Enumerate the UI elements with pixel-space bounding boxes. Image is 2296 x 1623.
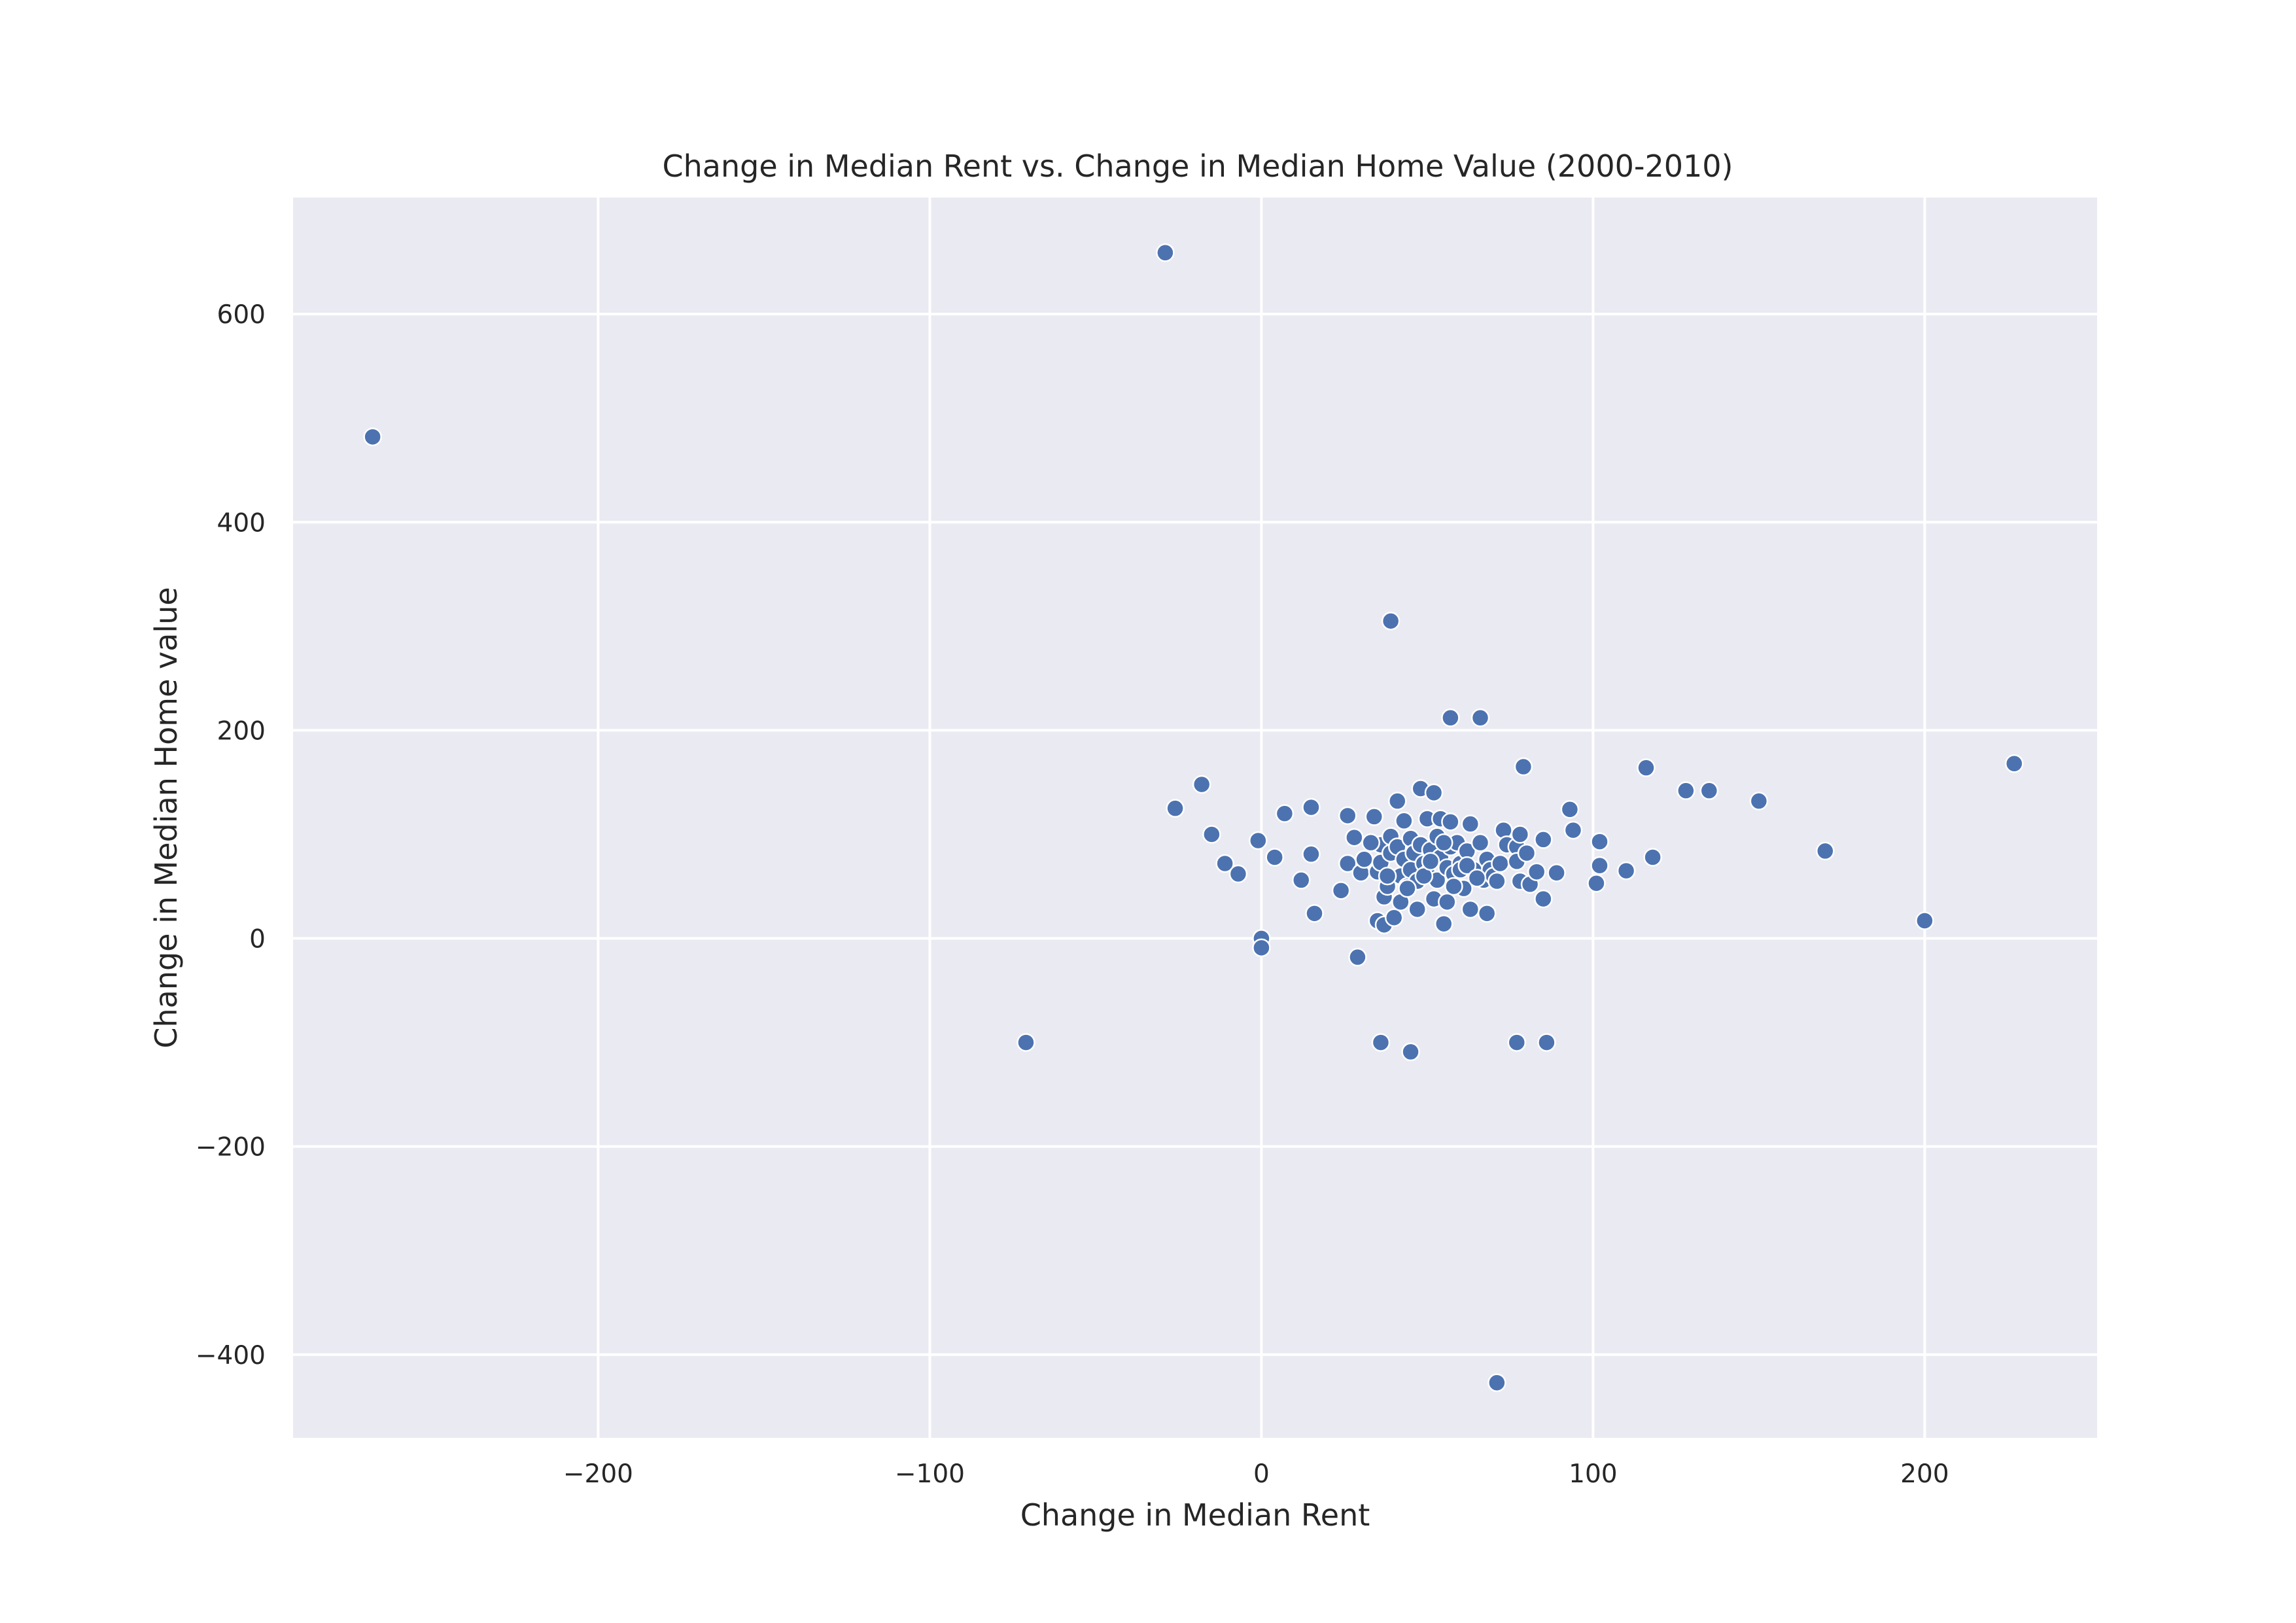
data-point — [1590, 832, 1609, 851]
x-tick-labels: −200 −100 0 100 200 — [563, 1459, 1949, 1489]
data-point — [1156, 243, 1175, 262]
y-tick-labels: −400 −200 0 200 400 600 — [196, 300, 266, 1370]
data-point — [1527, 862, 1546, 881]
data-point — [1291, 871, 1311, 890]
data-point — [1348, 947, 1367, 967]
data-point — [1371, 1033, 1391, 1052]
x-tick-label: −200 — [563, 1459, 633, 1489]
x-tick-label: 100 — [1569, 1459, 1617, 1489]
data-point — [1438, 892, 1457, 912]
data-point — [1166, 799, 1185, 818]
data-point — [1517, 843, 1537, 863]
y-tick-label: −200 — [196, 1133, 266, 1162]
y-gridlines — [293, 313, 2097, 1356]
data-point — [1637, 758, 1656, 777]
data-point — [1677, 781, 1696, 800]
chart-title: Change in Median Rent vs. Change in Medi… — [663, 148, 1733, 184]
data-point — [1560, 800, 1580, 819]
data-point — [1470, 833, 1490, 852]
data-point — [1202, 825, 1221, 844]
data-point — [1408, 899, 1427, 919]
data-point — [1477, 904, 1497, 923]
data-point — [1228, 864, 1248, 884]
data-point — [1381, 612, 1400, 631]
data-point — [1434, 914, 1453, 934]
data-point — [1590, 856, 1609, 875]
data-point — [1331, 881, 1351, 900]
data-point — [1457, 856, 1476, 875]
data-point — [1017, 1033, 1035, 1052]
data-point — [1398, 879, 1417, 898]
data-point — [1491, 854, 1510, 873]
data-point — [1467, 869, 1487, 888]
data-point — [1378, 866, 1397, 886]
data-point — [1361, 833, 1380, 852]
data-point — [1444, 877, 1463, 896]
data-point — [1514, 757, 1533, 777]
data-point — [1265, 848, 1284, 867]
data-point — [1587, 873, 1606, 893]
data-point — [1487, 1373, 1506, 1392]
data-point — [1384, 908, 1404, 927]
y-tick-label: −400 — [196, 1341, 266, 1370]
data-point — [1563, 820, 1583, 840]
y-axis-title: Change in Median Home value — [148, 587, 184, 1048]
data-point — [363, 427, 382, 447]
data-point — [1434, 833, 1453, 852]
data-point — [1421, 852, 1440, 871]
data-point — [1302, 845, 1321, 864]
data-point — [1192, 775, 1211, 794]
data-point — [1534, 830, 1553, 849]
y-tick-label: 200 — [217, 716, 266, 746]
data-point — [1461, 814, 1480, 833]
y-tick-label: 400 — [217, 508, 266, 538]
data-point — [1534, 889, 1553, 909]
data-point — [1616, 861, 1636, 881]
x-gridlines — [597, 198, 1926, 1438]
data-point — [1401, 1042, 1420, 1062]
data-point — [1338, 806, 1357, 826]
x-tick-label: −100 — [895, 1459, 965, 1489]
data-point — [1547, 864, 1566, 882]
data-point — [1441, 708, 1460, 727]
data-point — [1487, 871, 1506, 891]
data-point — [1749, 792, 1769, 811]
data-point — [1215, 854, 1234, 873]
data-points — [363, 243, 2024, 1392]
data-point — [1699, 781, 1719, 800]
y-tick-label: 0 — [249, 925, 266, 954]
data-point — [1643, 848, 1662, 867]
data-point — [1249, 831, 1268, 850]
data-point — [1424, 783, 1444, 803]
x-axis-title: Change in Median Rent — [1020, 1497, 1370, 1533]
data-point — [1816, 841, 1835, 861]
data-point — [1507, 1033, 1527, 1052]
data-point — [1305, 904, 1324, 923]
data-point — [1355, 850, 1374, 869]
data-point — [1345, 828, 1364, 847]
data-point — [1510, 825, 1530, 844]
y-tick-label: 600 — [217, 300, 266, 330]
data-point — [1395, 811, 1414, 831]
x-tick-label: 0 — [1253, 1459, 1270, 1489]
data-point — [1275, 804, 1295, 823]
data-point — [2005, 754, 2024, 773]
data-point — [1365, 807, 1384, 826]
plot-area — [293, 198, 2097, 1438]
data-point — [1252, 938, 1271, 958]
data-point — [1388, 792, 1407, 811]
data-point — [1441, 812, 1460, 831]
data-point — [1915, 911, 1934, 930]
data-point — [1302, 797, 1321, 817]
data-point — [1537, 1033, 1556, 1052]
data-point — [1470, 708, 1490, 727]
data-point — [1461, 899, 1480, 919]
x-tick-label: 200 — [1900, 1459, 1949, 1489]
